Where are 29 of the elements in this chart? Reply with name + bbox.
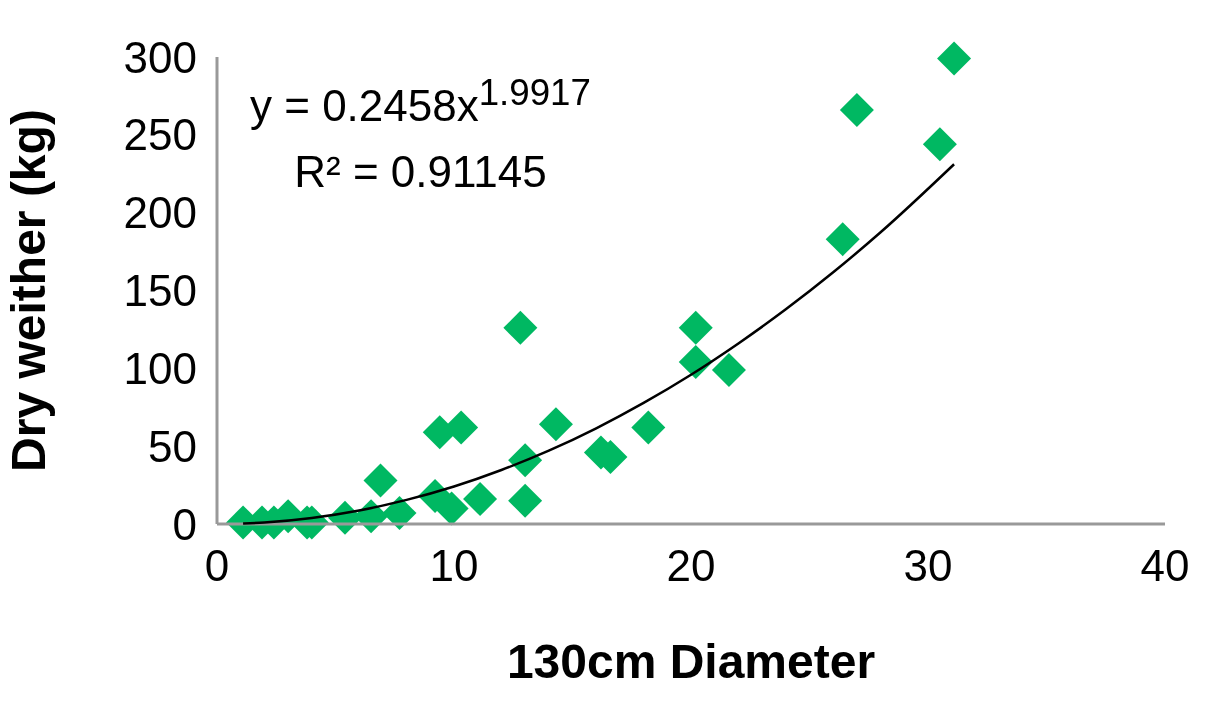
- point: [503, 310, 538, 345]
- y-tick-label: 100: [123, 343, 197, 393]
- y-tick-label: 150: [123, 266, 197, 316]
- x-axis-title: 130cm Diameter: [506, 635, 876, 688]
- x-tick-label: 40: [1140, 541, 1190, 591]
- y-axis-title: Dry weither (kg): [2, 109, 56, 472]
- point: [839, 92, 874, 127]
- x-tick-label: 10: [429, 541, 479, 591]
- y-tick-label: 250: [123, 110, 197, 160]
- annotation: R² = 0.91145: [293, 145, 548, 198]
- y-tick-label: 200: [123, 188, 197, 238]
- point: [434, 491, 469, 526]
- point: [678, 310, 713, 345]
- point: [508, 483, 543, 518]
- point: [711, 352, 746, 387]
- point: [463, 482, 498, 517]
- point: [631, 410, 666, 445]
- point: [825, 222, 860, 257]
- annotation: y = 0.2458x$^{1.9917}$: [250, 71, 591, 132]
- point: [937, 41, 972, 76]
- x-tick-label: 30: [903, 541, 953, 591]
- y-tick-label: 0: [172, 499, 197, 549]
- y-tick-label: 300: [123, 32, 197, 82]
- point: [922, 127, 957, 162]
- y-tick-label: 50: [148, 421, 197, 471]
- point: [538, 407, 573, 442]
- x-tick-label: 0: [204, 541, 230, 591]
- point: [363, 463, 398, 498]
- x-tick-label: 20: [666, 541, 716, 591]
